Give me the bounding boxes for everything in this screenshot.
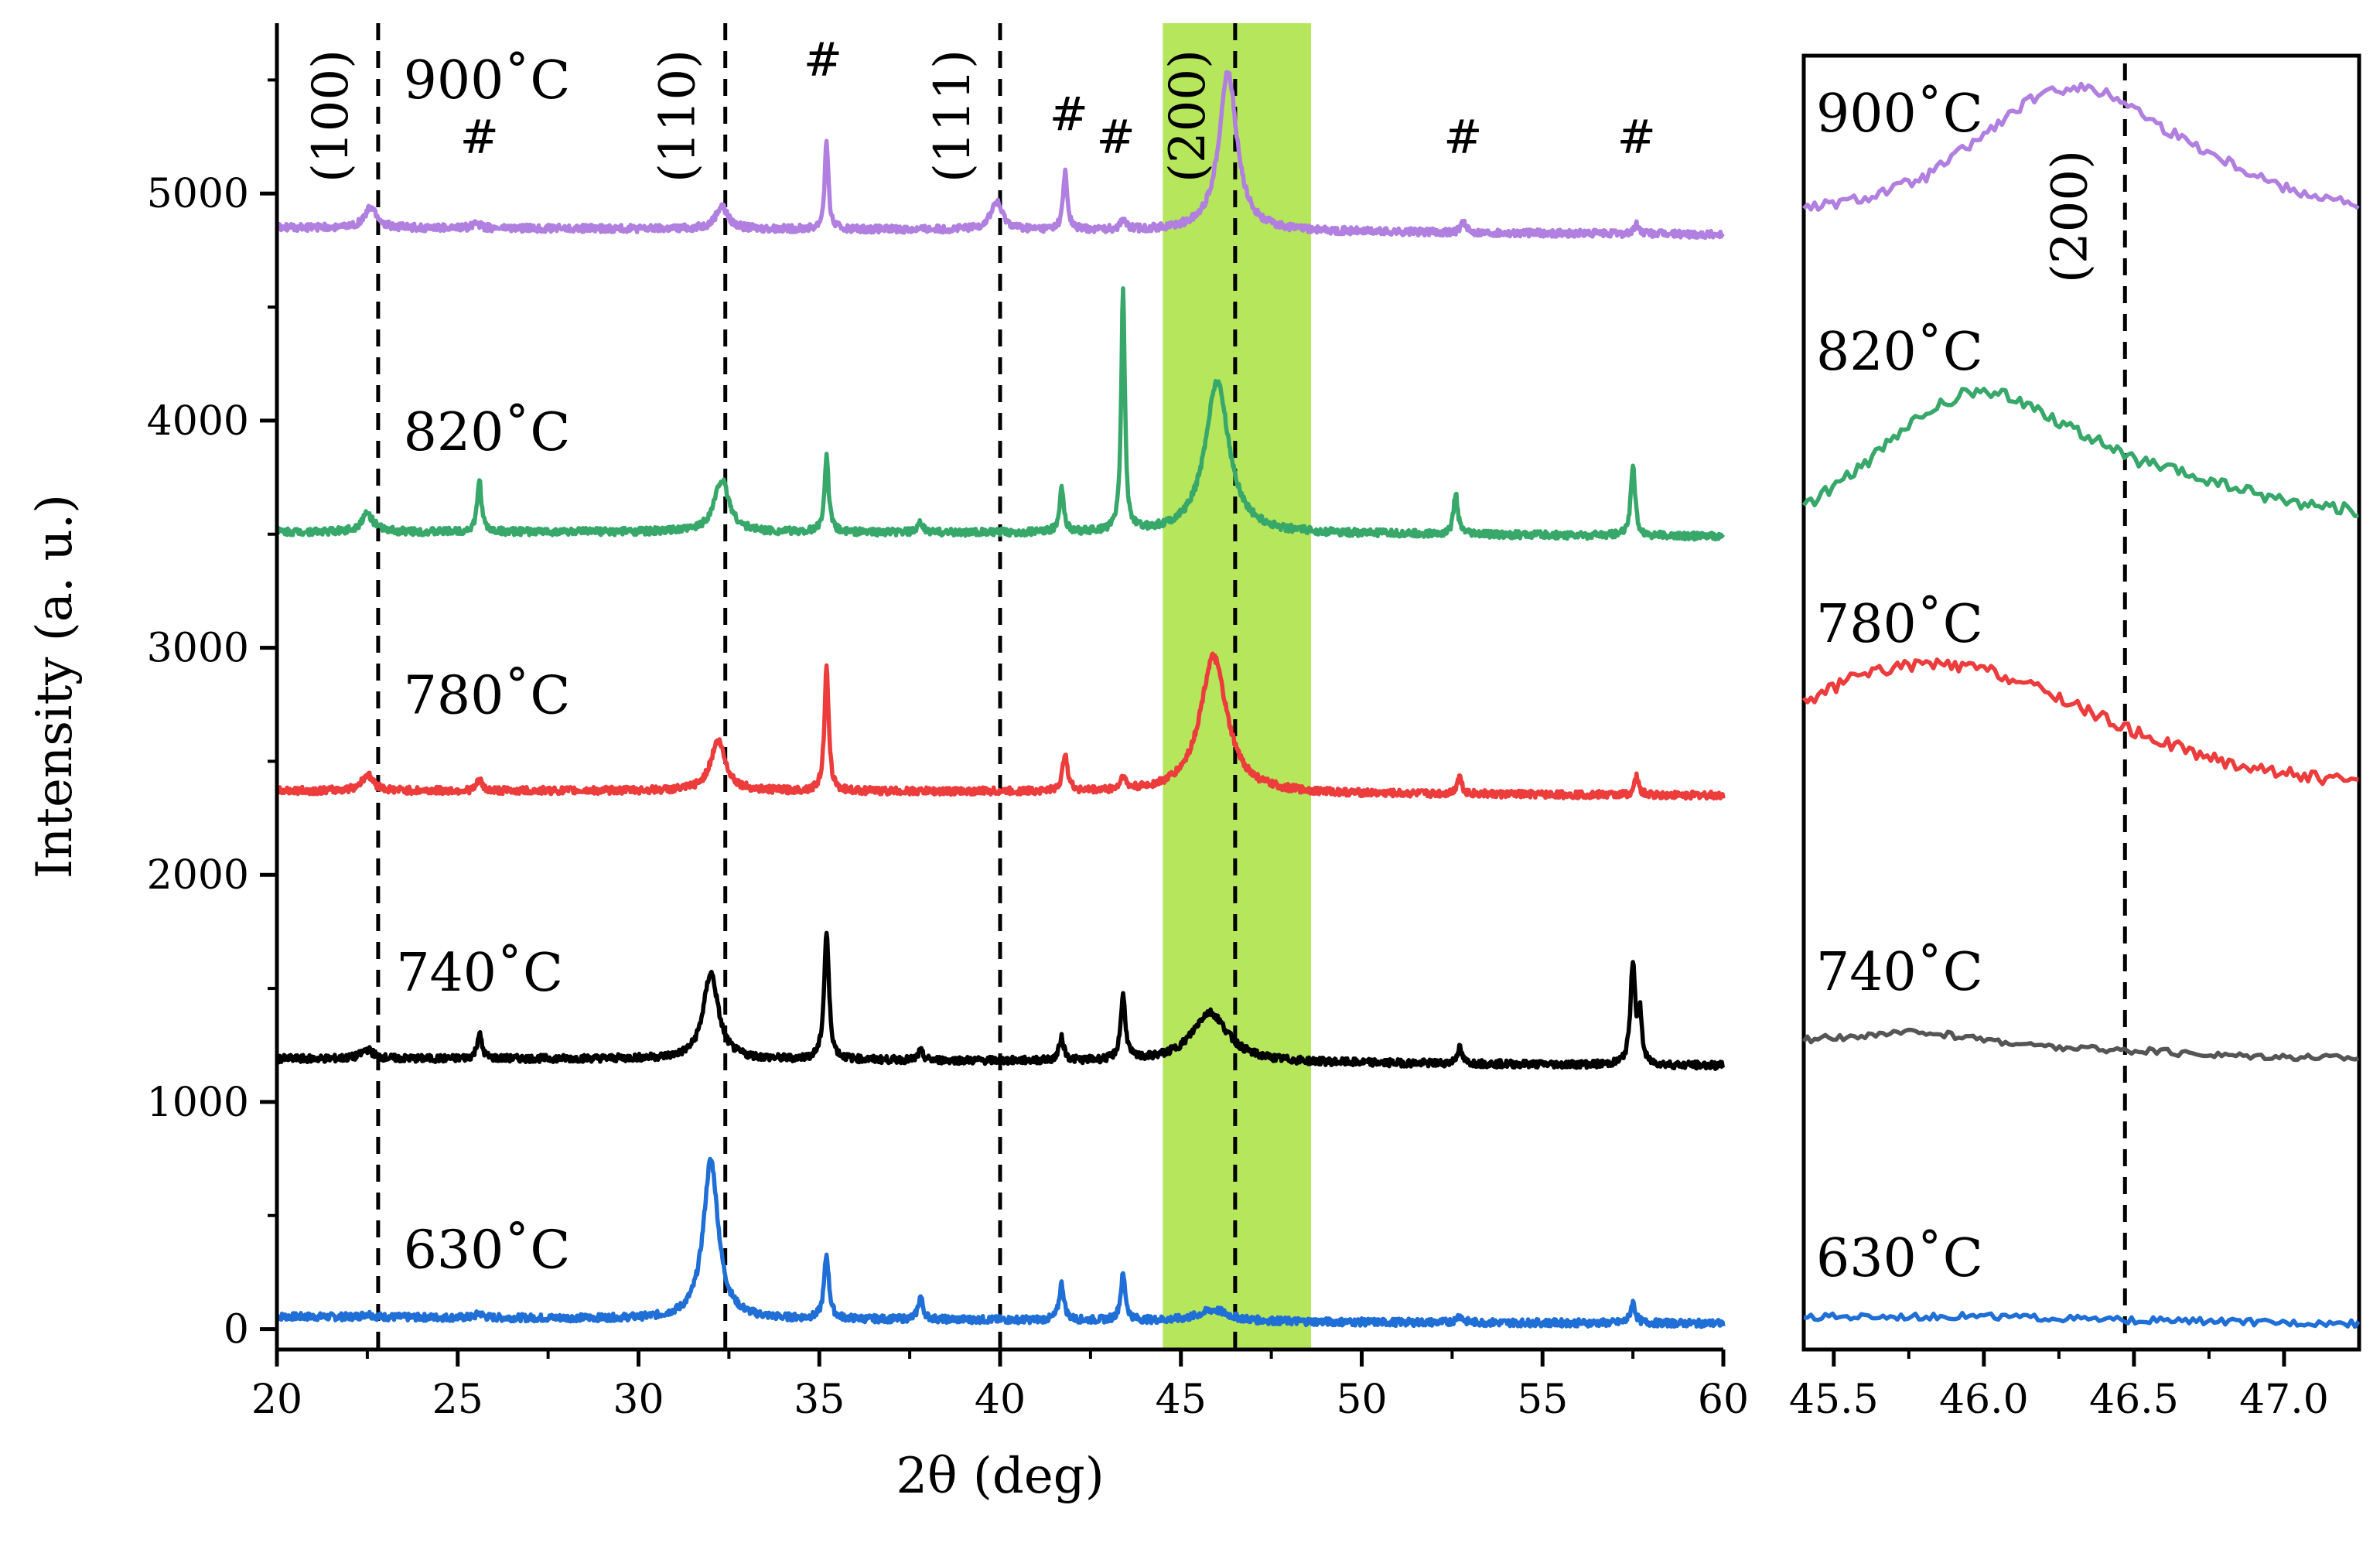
x-tick-label: 60 [1698, 1377, 1749, 1423]
inset-x-tick-label: 45.5 [1789, 1377, 1879, 1423]
inset-series-line-3 [1801, 1027, 2360, 1063]
series-line-4 [275, 70, 1725, 241]
inset-frame [1801, 53, 2361, 1352]
series-label: 740˚C [396, 943, 563, 1004]
inset-series-line-4 [1803, 1311, 2361, 1329]
inset-series-line-2 [1801, 657, 2359, 787]
inset-x-tick-label: 47.0 [2239, 1377, 2329, 1423]
inset-panel: 45.5 46.0 46.5 47.0 900˚C 820˚C 780˚C 740˚C 630… [1789, 53, 2361, 1423]
main-x-ticks: 20 25 30 35 40 45 50 55 60 [251, 1350, 1749, 1423]
main-y-ticks: 0 1000 2000 3000 4000 5000 [147, 78, 277, 1353]
inset-series-group [1801, 81, 2361, 1329]
hkl-label: (111) [924, 49, 982, 183]
inset-series-line-0 [1802, 81, 2360, 212]
y-tick-label: 4000 [147, 398, 249, 445]
hash-marker: # [1617, 110, 1656, 164]
hkl-label: (200) [1159, 49, 1217, 183]
inset-series-label: 740˚C [1816, 942, 1983, 1003]
series-label: 820˚C [404, 402, 571, 463]
series-line-2 [275, 651, 1726, 801]
series-line-0 [275, 1156, 1726, 1329]
x-tick-label: 55 [1517, 1377, 1568, 1423]
series-line-3 [275, 286, 1726, 542]
x-tick-label: 30 [613, 1377, 664, 1423]
inset-series-label: 780˚C [1816, 594, 1983, 655]
x-tick-label: 20 [251, 1377, 302, 1423]
hash-marker: # [1050, 87, 1088, 142]
hash-marker: # [804, 33, 842, 87]
inset-hkl-label: (200) [2041, 150, 2098, 283]
series-line-1 [275, 930, 1726, 1071]
x-tick-label: 45 [1156, 1377, 1207, 1423]
series-label: 900˚C [404, 50, 571, 111]
main-series-group [275, 70, 1726, 1329]
x-tick-label: 40 [975, 1377, 1026, 1423]
inset-x-ticks: 45.5 46.0 46.5 47.0 [1789, 1350, 2329, 1423]
x-tick-label: 35 [794, 1377, 845, 1423]
inset-series-label: 630˚C [1816, 1228, 1983, 1289]
hkl-label: (100) [302, 49, 360, 183]
inset-text-labels: 900˚C 820˚C 780˚C 740˚C 630˚C (200) [1816, 84, 2098, 1289]
y-tick-label: 2000 [147, 852, 249, 899]
x-tick-label: 50 [1336, 1377, 1387, 1423]
inset-x-tick-label: 46.0 [1939, 1377, 2029, 1423]
series-label: 780˚C [404, 666, 571, 727]
x-axis-title: 2θ (deg) [896, 1448, 1104, 1505]
y-tick-label: 3000 [147, 626, 249, 672]
series-label: 630˚C [404, 1220, 571, 1281]
hash-marker: # [1096, 110, 1135, 164]
hkl-label: (110) [650, 49, 707, 183]
hash-marker: # [460, 110, 499, 164]
highlight-band-200 [1163, 23, 1312, 1350]
main-text-labels: 630˚C 740˚C 780˚C 820˚C 900˚C (100) (110) (111)… [302, 33, 1656, 1281]
inset-series-line-1 [1801, 387, 2359, 519]
y-axis-title: Intensity (a. u.) [26, 494, 84, 879]
x-tick-label: 25 [432, 1377, 483, 1423]
hash-marker: # [1443, 110, 1482, 164]
y-tick-label: 0 [224, 1307, 249, 1353]
main-panel: 20 25 30 35 40 45 50 55 60 0 1000 2000 3000 4000 5000… [26, 23, 1749, 1505]
inset-series-label: 820˚C [1816, 322, 1983, 383]
y-tick-label: 5000 [147, 171, 249, 217]
inset-series-label: 900˚C [1816, 84, 1983, 145]
inset-x-tick-label: 46.5 [2089, 1377, 2179, 1423]
y-tick-label: 1000 [147, 1080, 249, 1126]
